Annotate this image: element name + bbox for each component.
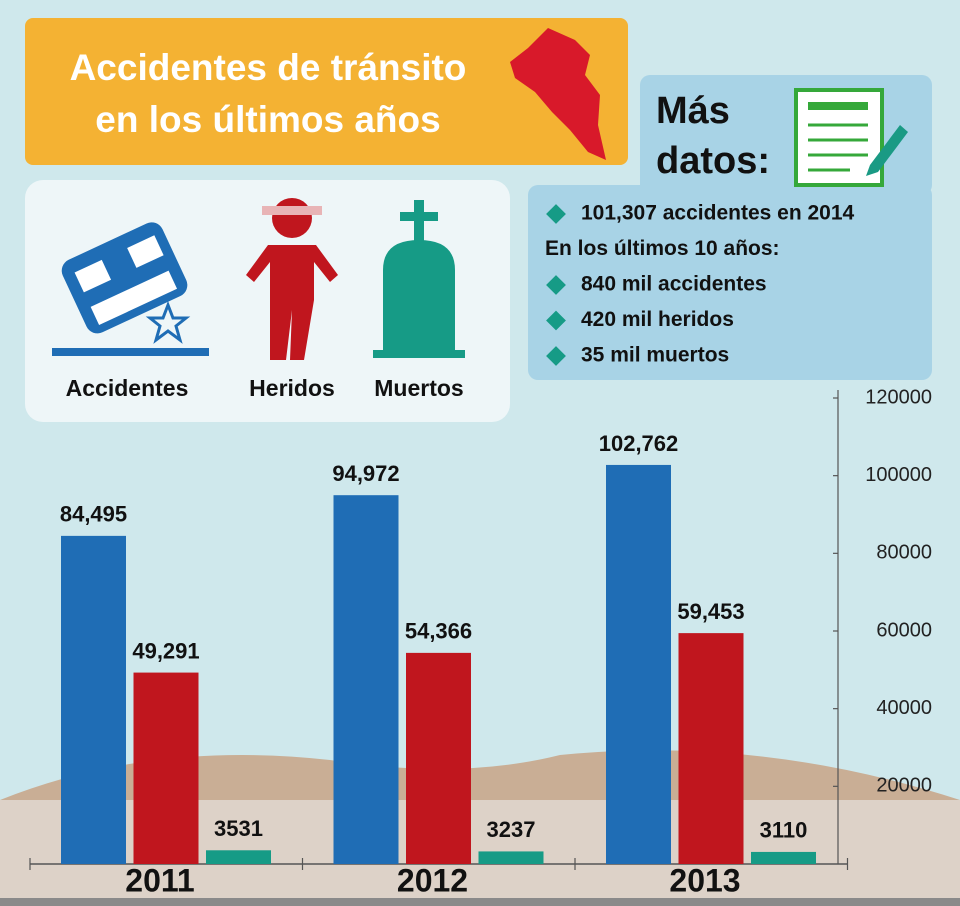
info-item: 840 mil accidentes (581, 273, 767, 296)
bullet (546, 346, 566, 366)
tomb-icon (373, 200, 465, 358)
info-item: 101,307 accidentes en 2014 (581, 202, 855, 225)
y-tick-label: 40000 (876, 697, 932, 719)
bar (606, 464, 671, 864)
injured-icon (246, 198, 338, 360)
title-box (25, 18, 628, 165)
legend-label: Muertos (374, 375, 463, 401)
info-item: 35 mil muertos (581, 344, 729, 367)
x-tick-label: 2012 (397, 862, 468, 898)
value-label: 102,762 (599, 431, 679, 456)
y-tick-label: 100000 (865, 464, 932, 486)
y-tick-label: 20000 (876, 775, 932, 797)
value-label: 3237 (487, 817, 536, 842)
peru-map (510, 28, 606, 160)
bar (751, 851, 816, 864)
y-tick-label: 80000 (876, 542, 932, 564)
value-label: 3110 (760, 818, 808, 843)
bar (678, 633, 744, 864)
value-label: 84,495 (60, 502, 127, 527)
notepad-icon (794, 88, 908, 187)
value-label: 59,453 (677, 599, 744, 624)
x-tick-label: 2013 (669, 862, 740, 898)
value-label: 49,291 (132, 638, 199, 663)
legend-label: Accidentes (66, 375, 189, 401)
bullet (546, 310, 566, 331)
value-label: 54,366 (405, 619, 472, 644)
bar (478, 851, 544, 864)
car-icon (52, 222, 209, 356)
y-tick-label: 120000 (865, 386, 932, 408)
bullet (546, 275, 566, 295)
title-line: en los últimos años (95, 99, 440, 140)
bar (406, 652, 471, 864)
legend: Accidentes Heridos Muertos (66, 375, 464, 401)
bottom-strip (0, 898, 960, 906)
info-item: 420 mil heridos (581, 308, 734, 331)
bar (133, 672, 199, 864)
info-heading: datos: (656, 140, 770, 182)
x-tick-label: 2011 (125, 862, 194, 898)
bar (333, 495, 399, 864)
legend-label: Heridos (249, 375, 335, 401)
value-label: 3531 (214, 816, 263, 841)
y-tick-label: 60000 (876, 619, 932, 641)
info-box (528, 185, 932, 380)
title-line: Accidentes de tránsito (70, 47, 467, 88)
info-heading: Más (656, 90, 730, 132)
bar (61, 535, 126, 864)
info-item: En los últimos 10 años: (545, 237, 780, 260)
bar (206, 850, 271, 864)
value-label: 94,972 (332, 461, 399, 486)
